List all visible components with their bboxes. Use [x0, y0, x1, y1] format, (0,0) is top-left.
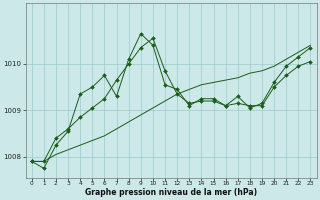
- X-axis label: Graphe pression niveau de la mer (hPa): Graphe pression niveau de la mer (hPa): [85, 188, 257, 197]
